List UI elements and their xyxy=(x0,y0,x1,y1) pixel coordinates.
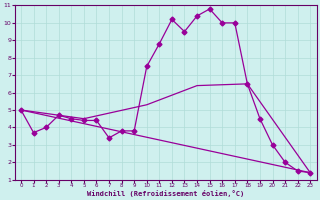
X-axis label: Windchill (Refroidissement éolien,°C): Windchill (Refroidissement éolien,°C) xyxy=(87,190,244,197)
